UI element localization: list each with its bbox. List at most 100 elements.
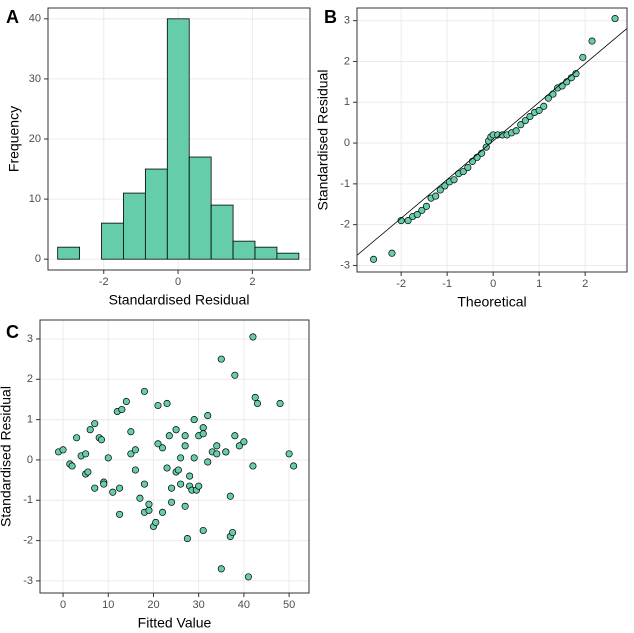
point	[116, 484, 124, 492]
y-tick-label: 2	[27, 373, 33, 385]
point	[158, 508, 167, 516]
point	[97, 436, 106, 444]
bar	[144, 168, 168, 260]
point	[165, 432, 173, 440]
point	[199, 430, 207, 438]
point	[464, 163, 472, 172]
point	[183, 535, 191, 543]
x-tick-label: 50	[283, 599, 295, 611]
point	[163, 399, 171, 408]
point	[177, 454, 185, 462]
point	[422, 202, 431, 210]
y-tick-label: 1	[27, 414, 33, 426]
bar	[232, 240, 256, 260]
point	[450, 176, 458, 184]
point	[388, 249, 396, 257]
point	[213, 442, 221, 450]
point	[181, 432, 189, 440]
y-tick-label: 30	[29, 73, 41, 85]
point	[231, 432, 239, 440]
point	[249, 462, 257, 470]
bar	[276, 252, 300, 260]
point	[249, 333, 257, 341]
point	[154, 401, 162, 410]
y-tick-label: -3	[23, 575, 33, 587]
point	[127, 450, 135, 458]
y-tick-label: 0	[344, 137, 350, 149]
point	[177, 480, 185, 488]
bar	[254, 246, 278, 260]
x-tick-label: 30	[193, 599, 205, 611]
y-tick-label: 0	[35, 253, 41, 265]
y-axis-title: Frequency	[6, 106, 22, 172]
point	[168, 498, 176, 506]
x-tick-label: 2	[582, 278, 588, 290]
y-tick-label: 40	[29, 13, 41, 25]
point	[190, 416, 198, 424]
point	[131, 466, 139, 474]
point	[588, 37, 596, 45]
bar	[166, 18, 190, 260]
point	[158, 444, 167, 452]
point	[199, 424, 207, 432]
point	[432, 192, 440, 200]
point	[418, 206, 426, 214]
point	[370, 255, 378, 263]
point	[253, 399, 262, 408]
panel-border	[356, 7, 628, 273]
point	[181, 442, 189, 450]
point	[231, 371, 239, 379]
point	[82, 450, 90, 458]
y-tick-label: 10	[29, 193, 41, 205]
point	[441, 182, 449, 190]
point	[217, 565, 225, 573]
point	[131, 446, 139, 454]
x-tick-label: 10	[102, 599, 114, 611]
bar	[210, 204, 234, 260]
point	[222, 448, 230, 456]
point	[91, 420, 99, 428]
x-tick-label: 1	[536, 278, 542, 290]
point	[235, 442, 243, 450]
point	[195, 482, 203, 490]
point	[59, 446, 67, 454]
point	[168, 484, 176, 492]
x-axis-title: Standardised Residual	[109, 292, 250, 308]
panel-label: B	[324, 7, 337, 27]
point	[163, 464, 171, 472]
point	[213, 450, 221, 458]
y-tick-label: -3	[340, 259, 350, 271]
bar	[123, 192, 146, 260]
point	[91, 484, 99, 492]
panel-border	[47, 7, 311, 271]
point	[611, 15, 619, 23]
point	[122, 397, 130, 406]
point	[413, 210, 421, 219]
x-tick-label: -1	[442, 278, 452, 290]
panel-border	[39, 319, 310, 594]
point	[244, 573, 252, 581]
point	[181, 502, 189, 510]
x-axis-title: Fitted Value	[138, 615, 212, 631]
point	[118, 405, 126, 414]
x-tick-label: 0	[60, 599, 66, 611]
x-tick-label: -2	[99, 276, 109, 288]
point	[517, 121, 525, 129]
x-axis-title: Theoretical	[457, 294, 526, 310]
point	[404, 217, 412, 225]
bar	[188, 156, 212, 260]
point	[127, 428, 135, 436]
point	[100, 480, 108, 488]
y-tick-label: 0	[27, 454, 33, 466]
point	[140, 480, 148, 488]
y-tick-label: 3	[344, 15, 350, 27]
point	[145, 506, 153, 514]
point	[145, 500, 153, 508]
point	[521, 117, 529, 125]
y-tick-label: 3	[27, 333, 33, 345]
x-tick-label: -2	[396, 278, 406, 290]
y-axis-title: Standardised Residual	[0, 386, 14, 527]
point	[226, 492, 234, 500]
point	[549, 90, 557, 98]
